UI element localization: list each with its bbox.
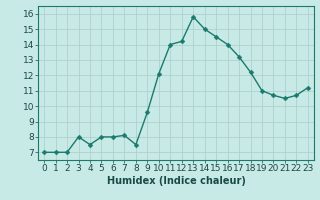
X-axis label: Humidex (Indice chaleur): Humidex (Indice chaleur): [107, 176, 245, 186]
